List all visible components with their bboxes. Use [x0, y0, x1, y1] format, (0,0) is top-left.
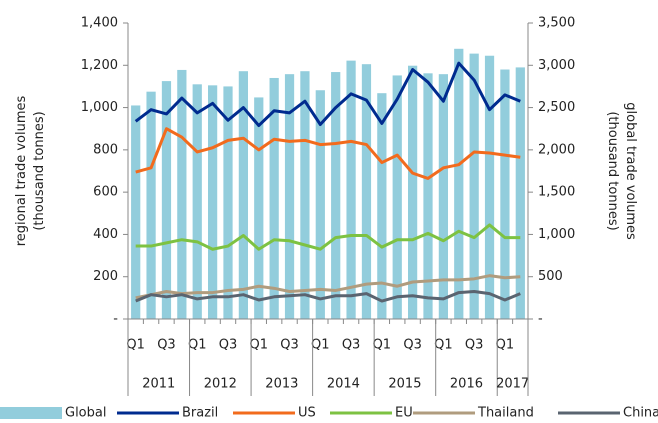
bar: [223, 86, 233, 319]
axis-title: global trade volumes(thousand tonnes): [606, 102, 639, 240]
year-label: 2017: [496, 377, 529, 392]
x-tick-label: Q1: [311, 338, 330, 353]
line: [135, 223, 521, 251]
x-tick-label: Q1: [434, 338, 453, 353]
bar: [331, 72, 341, 320]
bar: [454, 48, 464, 320]
y-tick-label: 1,400: [81, 16, 118, 31]
y2-tick-label: 1,000: [538, 227, 575, 242]
x-tick-label: Q3: [403, 338, 422, 353]
legend-label: Brazil: [182, 406, 218, 421]
bar: [315, 90, 325, 319]
y2-tick-label: 1,500: [538, 185, 575, 200]
x-tick-label: Q1: [250, 338, 269, 353]
bar: [284, 74, 295, 319]
legend-label: EU: [395, 406, 413, 421]
bar: [346, 60, 356, 320]
legend-label: Thailand: [477, 406, 534, 421]
year-label: 2012: [204, 377, 237, 392]
line: [135, 127, 521, 180]
bar: [177, 69, 187, 320]
legend-label: China: [623, 406, 658, 421]
bar: [377, 93, 387, 320]
bar: [500, 69, 510, 319]
bar: [438, 74, 448, 319]
legend-label: Global: [65, 406, 106, 421]
y-tick-label: -: [113, 312, 118, 327]
y2-tick-label: 500: [538, 269, 563, 284]
y-tick-label: 800: [93, 142, 118, 157]
x-tick-label: Q1: [188, 338, 207, 353]
bar: [146, 91, 156, 319]
bar: [515, 67, 525, 320]
bar: [484, 55, 495, 320]
y-tick-label: 600: [93, 185, 118, 200]
y-tick-label: 200: [93, 269, 118, 284]
y2-tick-label: 2,000: [538, 142, 575, 157]
y2-tick-label: 3,500: [538, 16, 575, 31]
x-tick-label: Q1: [126, 338, 145, 353]
y2-tick-label: 2,500: [538, 100, 575, 115]
bar: [192, 84, 202, 319]
bar: [408, 65, 418, 319]
line: [135, 290, 521, 303]
x-tick-label: Q3: [465, 338, 484, 353]
y2-tick-label: -: [538, 312, 543, 327]
bar: [392, 75, 402, 319]
bar: [238, 71, 248, 319]
bar: [161, 81, 172, 319]
year-label: 2016: [450, 377, 483, 392]
bar: [423, 73, 433, 319]
legend-swatch: [0, 407, 62, 419]
bar: [469, 53, 479, 319]
bar: [361, 64, 372, 320]
bar: [269, 77, 279, 319]
axis-title: regional trade volumes (thousand tonnes): [14, 96, 47, 247]
line: [134, 61, 521, 128]
x-tick-label: Q3: [219, 338, 238, 353]
y-tick-label: 400: [93, 227, 118, 242]
x-tick-label: Q1: [373, 338, 392, 353]
year-label: 2011: [142, 377, 175, 392]
y-tick-label: 1,200: [81, 58, 118, 73]
line: [135, 274, 521, 300]
x-tick-label: Q3: [280, 338, 299, 353]
x-tick-label: Q1: [496, 338, 515, 353]
bar: [300, 71, 310, 319]
year-label: 2015: [388, 377, 421, 392]
bar: [254, 97, 264, 320]
bar: [131, 105, 141, 319]
y2-tick-label: 3,000: [538, 58, 575, 73]
year-label: 2013: [265, 377, 298, 392]
bar: [208, 85, 218, 320]
year-label: 2014: [327, 377, 360, 392]
x-tick-label: Q3: [342, 338, 361, 353]
legend-label: US: [298, 406, 316, 421]
x-tick-label: Q3: [157, 338, 176, 353]
y-tick-label: 1,000: [81, 100, 118, 115]
